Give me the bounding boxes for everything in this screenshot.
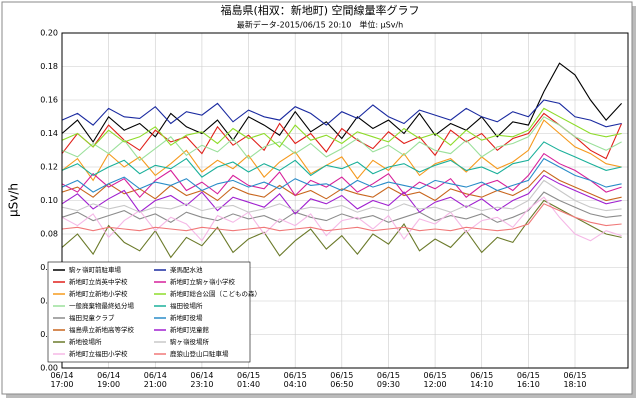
- legend-label: 福田役場所: [170, 301, 203, 310]
- y-tick-label: 0.14: [40, 129, 58, 138]
- x-tick-label: 06/14 17:00: [50, 371, 74, 389]
- series-line: [61, 157, 622, 193]
- y-tick-label: 0.00: [40, 364, 58, 373]
- series-line: [61, 107, 622, 148]
- series-line: [61, 116, 622, 162]
- legend-label: 福田児童クラブ: [69, 313, 115, 322]
- y-tick-label: 0.20: [40, 29, 58, 38]
- y-tick-label: 0.08: [40, 230, 58, 239]
- series-line: [61, 174, 622, 215]
- legend-label: 新地役場所: [69, 337, 102, 346]
- x-tick-label: 06/14 21:00: [143, 371, 167, 389]
- legend-label: 駒ヶ嶺役場所: [170, 337, 210, 346]
- series-line: [61, 112, 623, 160]
- legend: 駒ヶ嶺町前駐車場新地町立尚英中学校新地町立新地小学校一般廃棄物最終処分場福田児童…: [47, 261, 261, 363]
- chart-title: 福島県(相双：新地町) 空間線量率グラフ: [220, 3, 419, 17]
- y-tick-label: 0.18: [40, 62, 58, 71]
- legend-label: 福島県立新地高等学校: [69, 325, 135, 334]
- y-tick-label: 0.10: [40, 196, 58, 205]
- series-line: [61, 152, 622, 199]
- plot-border: [61, 32, 629, 369]
- x-tick-label: 06/15 12:00: [423, 371, 447, 389]
- legend-label: 楽馬配水池: [170, 265, 203, 274]
- y-tick-label: 0.16: [40, 96, 58, 105]
- series-line: [61, 169, 622, 202]
- y-axis-label: μSv/h: [7, 183, 21, 217]
- series-line: [61, 119, 622, 182]
- series-line: [61, 62, 623, 143]
- legend-label: 新地町立新地小学校: [69, 289, 128, 298]
- x-tick-label: 06/15 16:10: [516, 371, 540, 389]
- x-tick-label: 06/15 09:30: [376, 371, 400, 389]
- x-tick-label: 06/15 01:40: [237, 371, 261, 389]
- legend-box: [47, 261, 251, 363]
- legend-label: 鹿狼山登山口駐車場: [170, 349, 229, 358]
- series-line: [61, 99, 622, 128]
- series-line: [61, 191, 622, 223]
- x-tick-label: 06/14 19:00: [97, 371, 121, 389]
- x-tick-label: 06/15 14:10: [470, 371, 494, 389]
- legend-label: 新地町立福田小学校: [69, 349, 128, 358]
- chart-subtitle: 最新データ-2015/06/15 20:10 単位: μSv/h: [237, 20, 404, 30]
- x-tick-label: 06/15 06:50: [330, 371, 354, 389]
- legend-label: 新地町立駒ヶ嶺小学校: [170, 277, 236, 286]
- legend-label: 新地町総合公園（こどもの森）: [170, 289, 261, 298]
- series-line: [61, 179, 622, 213]
- x-tick-label: 06/15 04:10: [283, 371, 307, 389]
- series-line: [61, 196, 622, 242]
- series-line: [61, 203, 622, 232]
- legend-label: 駒ヶ嶺町前駐車場: [69, 265, 122, 274]
- y-tick-label: 0.12: [40, 163, 58, 172]
- series-line: [61, 141, 622, 178]
- legend-label: 新地町役場: [170, 313, 203, 322]
- legend-label: 新地町児童館: [170, 325, 210, 334]
- legend-label: 新地町立尚英中学校: [69, 277, 128, 286]
- x-tick-label: 06/14 23:10: [190, 371, 214, 389]
- legend-label: 一般廃棄物最終処分場: [69, 301, 135, 310]
- x-tick-label: 06/15 18:10: [563, 371, 587, 389]
